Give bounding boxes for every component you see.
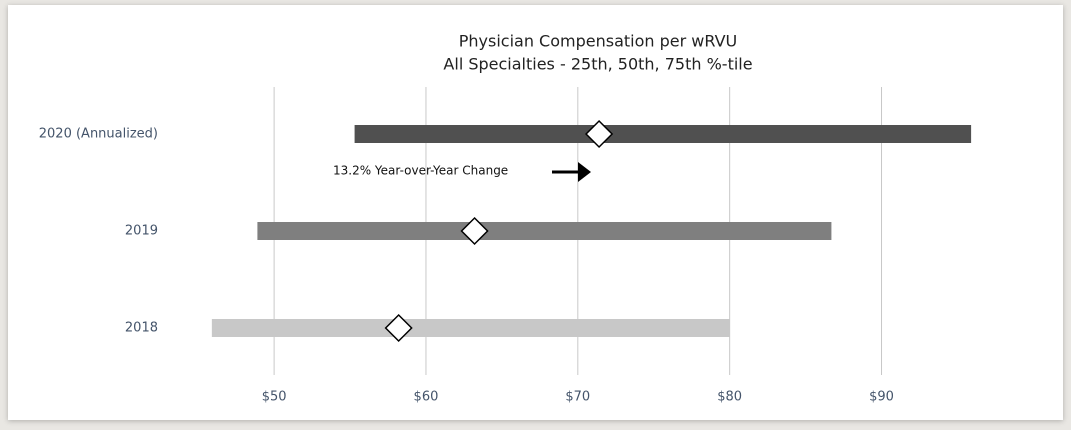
chart-subtitle: All Specialties - 25th, 50th, 75th %-til… bbox=[443, 55, 752, 74]
x-tick-label: $80 bbox=[717, 390, 742, 405]
x-tick-label: $70 bbox=[565, 390, 590, 405]
x-tick-label: $90 bbox=[869, 390, 894, 405]
x-tick-label: $60 bbox=[414, 390, 439, 405]
y-tick-label: 2020 (Annualized) bbox=[39, 127, 158, 142]
range-bar bbox=[354, 125, 972, 143]
y-tick-label: 2018 bbox=[125, 321, 158, 336]
range-bar bbox=[257, 222, 832, 240]
median-marker bbox=[585, 119, 614, 149]
card bbox=[8, 5, 1063, 420]
median-marker bbox=[384, 313, 413, 343]
chart-title: Physician Compensation per wRVU bbox=[459, 32, 738, 51]
x-tick-label: $50 bbox=[262, 390, 287, 405]
arrow-head bbox=[578, 162, 591, 182]
median-marker bbox=[460, 216, 489, 246]
range-bar bbox=[211, 319, 730, 337]
annotation: 13.2% Year-over-Year Change bbox=[333, 164, 508, 178]
y-tick-label: 2019 bbox=[125, 224, 158, 239]
